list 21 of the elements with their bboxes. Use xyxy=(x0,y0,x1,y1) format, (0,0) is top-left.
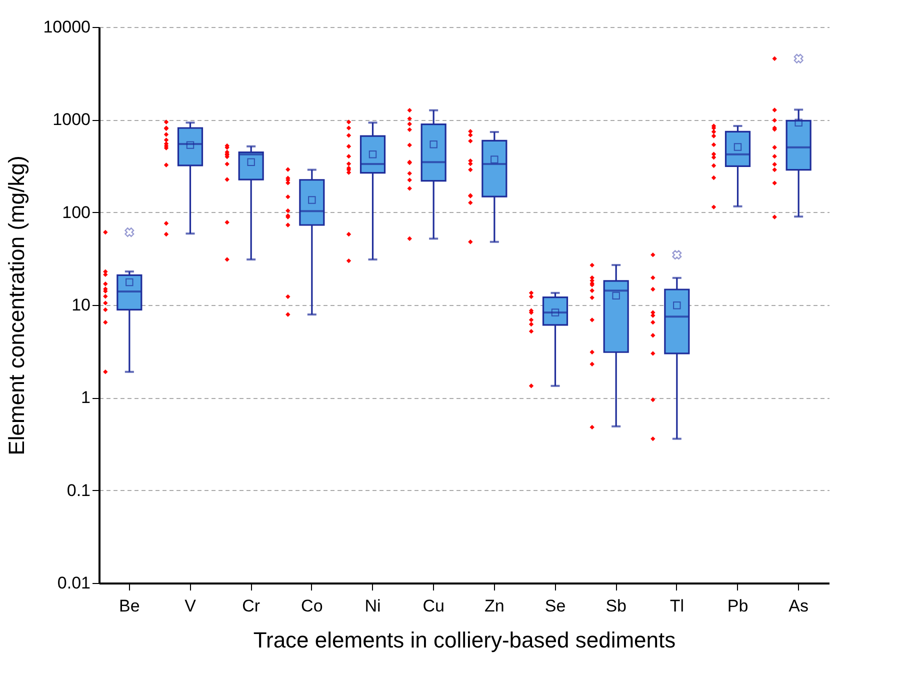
x-tick-label: Se xyxy=(544,596,566,616)
x-tick-label: Pb xyxy=(727,596,748,616)
x-tick-label: Sb xyxy=(606,596,626,616)
x-tick-label: Zn xyxy=(484,596,504,616)
x-tick-label: Tl xyxy=(670,596,684,616)
y-axis-title: Element concentration (mg/kg) xyxy=(4,156,30,456)
x-tick-label: V xyxy=(184,596,197,616)
x-axis-title: Trace elements in colliery-based sediments xyxy=(253,628,676,652)
y-tick-label: 0.01 xyxy=(57,574,90,592)
y-tick-label: 1000 xyxy=(52,110,90,130)
y-tick-label: 100 xyxy=(62,202,90,222)
y-tick-label: 1 xyxy=(81,388,90,408)
x-tick-label: As xyxy=(788,596,809,616)
x-tick-label: Co xyxy=(301,596,323,616)
y-tick-label: 0.1 xyxy=(66,480,90,500)
y-tick-label: 10 xyxy=(72,296,90,314)
x-tick-label: Be xyxy=(119,596,140,616)
x-tick-label: Ni xyxy=(364,596,381,616)
x-tick-label: Cr xyxy=(242,596,260,616)
x-tick-label: Cu xyxy=(422,596,444,616)
y-tick-label: 10000 xyxy=(43,18,90,36)
